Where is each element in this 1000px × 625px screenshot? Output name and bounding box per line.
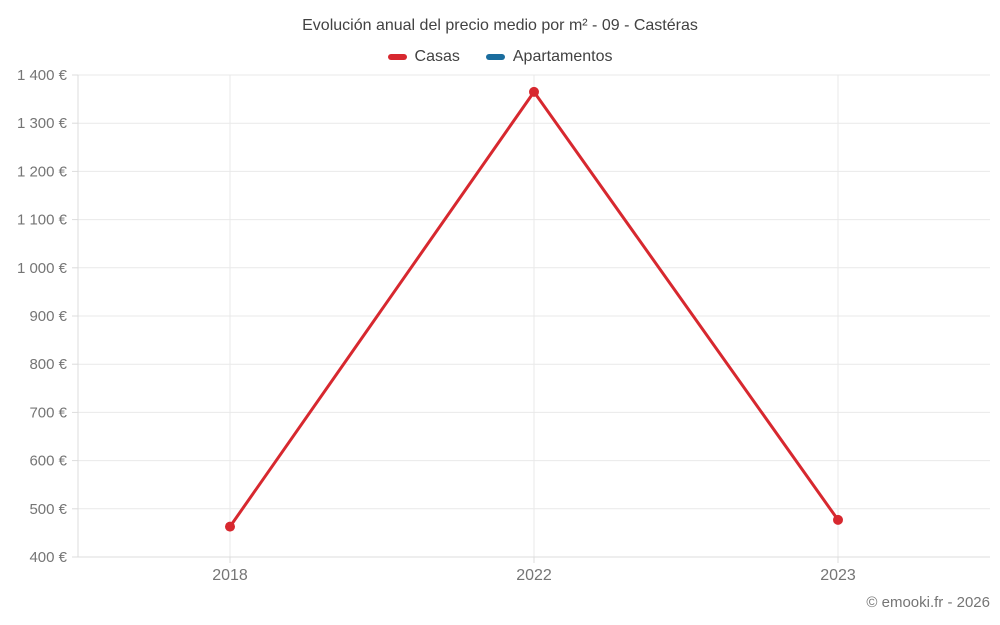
legend-item-casas: Casas bbox=[387, 48, 460, 66]
y-axis-tick-label: 800 € bbox=[29, 356, 67, 373]
chart-legend: Casas Apartamentos bbox=[0, 48, 1000, 66]
y-axis-tick-label: 1 200 € bbox=[17, 163, 68, 180]
data-point-casas-2023[interactable] bbox=[833, 514, 843, 525]
y-axis-tick-label: 1 000 € bbox=[17, 260, 68, 277]
y-axis-tick-label: 1 300 € bbox=[17, 115, 68, 132]
legend-label-apartamentos: Apartamentos bbox=[512, 48, 613, 65]
copyright-credit: © emooki.fr - 2026 bbox=[866, 594, 990, 611]
y-axis-tick-label: 700 € bbox=[29, 404, 67, 421]
data-point-casas-2018[interactable] bbox=[225, 521, 235, 532]
y-axis-tick-label: 500 € bbox=[29, 501, 67, 518]
x-axis-tick-label: 2023 bbox=[820, 567, 856, 584]
y-axis-tick-label: 1 100 € bbox=[17, 212, 68, 229]
y-axis-tick-label: 400 € bbox=[29, 549, 67, 566]
casas-series-swatch-icon bbox=[387, 54, 407, 60]
y-axis-tick-label: 600 € bbox=[29, 453, 67, 470]
chart-title: Evolución anual del precio medio por m² … bbox=[302, 17, 698, 34]
data-point-casas-2022[interactable] bbox=[529, 86, 539, 97]
x-axis-tick-label: 2018 bbox=[212, 567, 248, 584]
apartamentos-series-swatch-icon bbox=[485, 54, 505, 60]
legend-item-apartamentos: Apartamentos bbox=[485, 48, 613, 66]
x-axis-tick-label: 2022 bbox=[516, 567, 552, 584]
legend-label-casas: Casas bbox=[414, 48, 460, 65]
y-axis-tick-label: 900 € bbox=[29, 308, 67, 325]
y-axis-tick-label: 1 400 € bbox=[17, 67, 68, 84]
